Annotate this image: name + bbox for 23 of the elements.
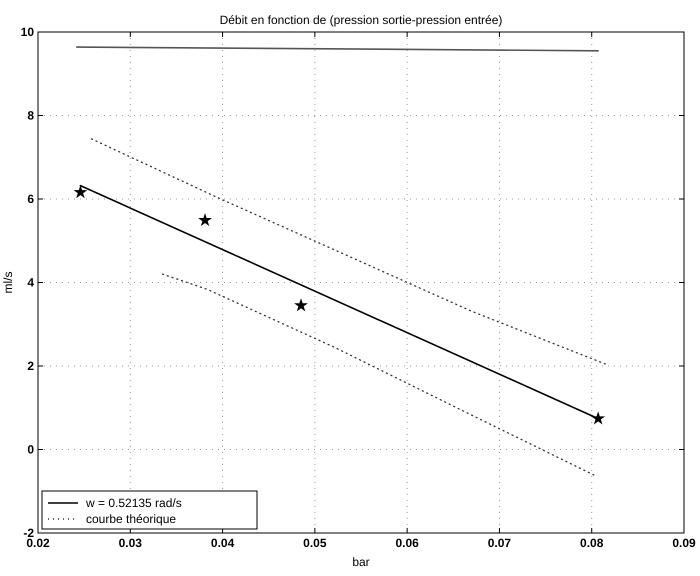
x-tick-label: 0.09 — [672, 536, 696, 550]
line-series — [90, 138, 609, 366]
legend-label: w = 0.52135 rad/s — [85, 496, 182, 510]
chart-title: Débit en fonction de (pression sortie-pression entrée) — [220, 13, 502, 27]
y-tick-label: 2 — [27, 359, 34, 373]
x-axis-title: bar — [352, 555, 370, 569]
x-tick-label: 0.05 — [303, 536, 327, 550]
point — [294, 299, 308, 311]
legend-label: courbe théorique — [86, 512, 176, 526]
x-tick-label: 0.06 — [395, 536, 420, 550]
y-axis-title: ml/s — [1, 272, 15, 294]
x-tick-label: 0.04 — [210, 536, 235, 550]
y-tick-label: 8 — [27, 108, 34, 122]
point — [198, 214, 212, 226]
line-series — [162, 274, 597, 477]
x-tick-label: 0.08 — [580, 536, 604, 550]
x-tick-label: 0.07 — [488, 536, 512, 550]
point — [74, 186, 87, 198]
x-tick-label: 0.03 — [118, 536, 142, 550]
y-tick-label: 4 — [27, 276, 34, 290]
y-tick-label: 10 — [20, 25, 34, 39]
y-tick-label: 0 — [27, 442, 34, 456]
y-tick-label: 6 — [27, 192, 34, 206]
